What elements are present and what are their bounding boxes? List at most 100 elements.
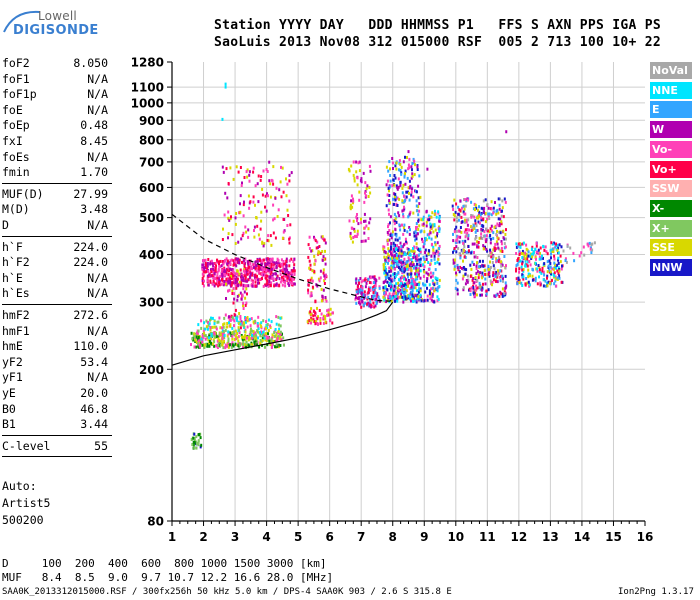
echo-point	[370, 281, 373, 285]
echo-point	[384, 285, 387, 289]
echo-point	[410, 291, 413, 294]
echo-point	[558, 243, 561, 247]
echo-point	[308, 247, 311, 250]
echo-point	[265, 282, 268, 286]
echo-point	[478, 210, 481, 214]
echo-point	[476, 270, 479, 274]
echo-point	[473, 255, 476, 259]
echo-point	[404, 283, 407, 287]
echo-point	[426, 294, 429, 298]
echo-point	[405, 260, 408, 264]
echo-point	[416, 272, 418, 276]
echo-point	[452, 261, 455, 265]
echo-point	[459, 254, 462, 258]
echo-point	[550, 272, 552, 276]
echo-point	[197, 443, 200, 447]
echo-point	[223, 280, 226, 284]
echo-point	[213, 332, 216, 336]
echo-point	[221, 332, 224, 336]
echo-point	[322, 271, 325, 275]
echo-point	[247, 338, 250, 342]
echo-point	[234, 222, 237, 226]
echo-point	[386, 231, 389, 234]
echo-point	[239, 322, 242, 326]
echo-point	[487, 212, 490, 216]
echo-point	[415, 237, 418, 241]
echo-point	[399, 180, 402, 184]
echo-point	[482, 244, 485, 248]
echo-point	[531, 255, 534, 259]
echo-point	[249, 329, 252, 333]
param-label: M(D)	[2, 202, 30, 217]
echo-point	[424, 290, 427, 294]
echo-point	[557, 261, 560, 265]
echo-point	[385, 183, 388, 187]
echo-point	[225, 257, 228, 261]
echo-point	[209, 318, 211, 322]
echo-point	[474, 255, 477, 259]
echo-point	[398, 223, 401, 227]
echo-point	[498, 275, 501, 279]
echo-point	[492, 231, 495, 235]
echo-point	[226, 268, 229, 272]
echo-point	[231, 337, 234, 341]
echo-point	[500, 242, 503, 246]
echo-point	[210, 270, 213, 274]
echo-point	[221, 260, 224, 263]
echo-point	[497, 255, 500, 259]
echo-point	[275, 315, 278, 319]
echo-point	[293, 257, 296, 261]
echo-point	[245, 170, 248, 174]
echo-point	[194, 334, 197, 338]
echo-point	[206, 326, 209, 330]
echo-point	[498, 230, 501, 234]
echo-point	[433, 213, 436, 217]
echo-point	[490, 200, 493, 204]
echo-point	[397, 264, 400, 268]
header-values: SaoLuis 2013 Nov08 312 015000 RSF 005 2 …	[214, 35, 661, 50]
echo-point	[254, 260, 257, 264]
echo-point	[496, 229, 498, 233]
echo-point	[367, 195, 370, 198]
echo-point	[394, 164, 397, 168]
echo-point	[384, 261, 387, 265]
echo-point	[393, 222, 396, 226]
echo-point	[517, 278, 520, 281]
echo-point	[500, 264, 503, 268]
echo-point	[390, 242, 393, 245]
echo-point	[240, 334, 243, 337]
echo-point	[308, 266, 311, 270]
echo-point	[400, 265, 403, 268]
echo-point	[502, 229, 505, 233]
echo-point	[389, 215, 392, 219]
echo-point	[587, 244, 590, 248]
echo-point	[565, 260, 568, 264]
echo-point	[279, 269, 282, 273]
echo-point	[310, 321, 312, 325]
echo-point	[501, 199, 504, 203]
echo-point	[310, 312, 313, 316]
echo-point	[396, 187, 399, 191]
echo-point	[246, 292, 248, 296]
echo-point	[544, 279, 547, 283]
echo-point	[461, 239, 464, 243]
echo-point	[359, 277, 362, 280]
echo-point	[425, 254, 428, 258]
echo-point	[475, 264, 478, 268]
echo-point	[410, 190, 413, 194]
echo-point	[232, 301, 235, 305]
echo-point	[314, 259, 317, 263]
echo-point	[396, 292, 399, 296]
echo-point	[242, 276, 245, 280]
param-row: h`F2 224.0	[2, 255, 110, 270]
echo-point	[384, 276, 387, 279]
echo-point	[419, 195, 422, 199]
param-row: foF1p N/A	[2, 87, 110, 102]
echo-point	[247, 284, 250, 288]
x-tick-label: 7	[357, 530, 365, 544]
echo-point	[286, 182, 289, 186]
echo-point	[520, 252, 523, 255]
echo-point	[285, 259, 288, 263]
echo-point	[486, 217, 489, 221]
echo-point	[488, 212, 491, 216]
